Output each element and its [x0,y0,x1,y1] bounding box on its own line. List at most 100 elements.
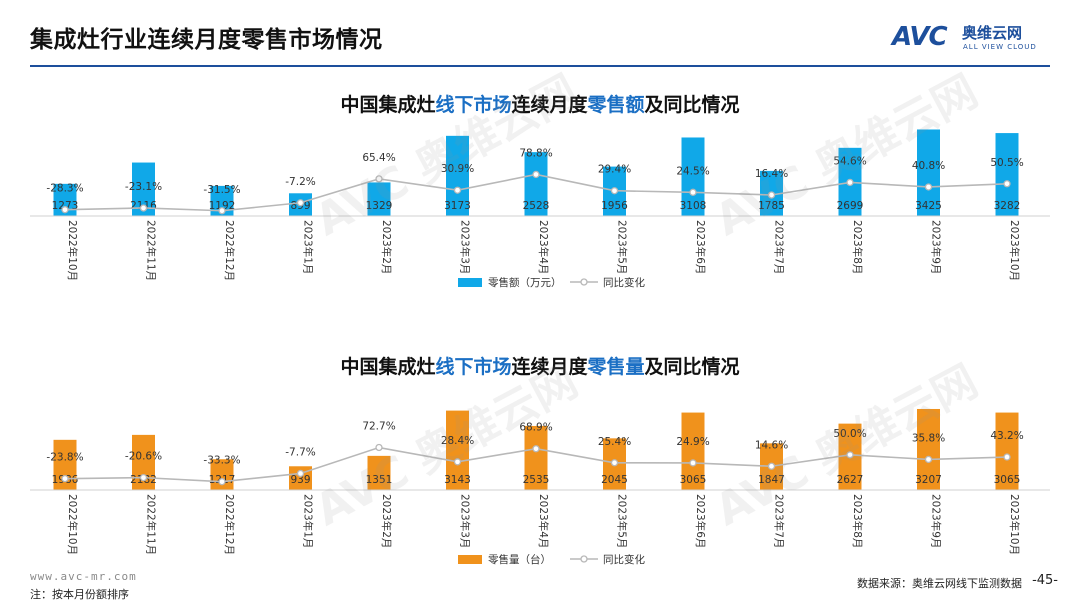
x-tick-label: 2023年1月 [302,220,315,274]
yoy-point [218,207,226,215]
yoy-label: -23.1% [125,181,162,193]
bar [446,135,469,216]
yoy-point [610,187,619,195]
chart2-title: 中国集成灶线下市场连续月度零售量及同比情况 [0,352,1080,379]
legend-swatch-bar [458,555,482,564]
yoy-point [61,206,69,214]
yoy-label: 72.7% [362,421,395,433]
bar [132,162,155,216]
bar [917,129,940,216]
yoy-point [375,443,383,452]
bar-value-label: 1956 [601,200,628,212]
x-tick-label: 2023年9月 [930,494,943,548]
legend-swatch-marker [580,278,588,286]
bar [917,408,940,490]
bar-value-label: 3425 [915,200,942,212]
x-tick-label: 2022年10月 [66,220,79,281]
bar-value-label: 1351 [366,474,393,486]
legend-label: 零售量（台） [488,553,551,566]
yoy-point [1003,180,1011,188]
bar-value-label: 1847 [758,474,785,486]
x-tick-label: 2023年4月 [537,220,550,274]
yoy-point [924,183,933,191]
yoy-label: -33.3% [203,455,240,467]
bar-value-label: 3065 [680,474,707,486]
yoy-label: 35.8% [912,432,945,444]
bar-value-label: 2528 [523,200,550,212]
bar [995,133,1019,216]
bar [53,439,77,490]
x-tick-label: 2023年10月 [1008,220,1021,281]
x-tick-label: 2022年10月 [66,494,79,555]
retail-value-chart: 1273211611928991329317325281956310817852… [30,129,1050,289]
x-tick-label: 2022年12月 [223,220,236,281]
bar-value-label: 1329 [366,200,393,212]
x-tick-label: 2023年9月 [930,220,943,274]
yoy-label: 16.4% [755,168,788,180]
yoy-point [296,199,305,207]
yoy-label: -7.7% [285,446,315,458]
legend-swatch-marker [580,555,588,563]
yoy-label: 30.9% [441,163,474,175]
chart1-title-part: 中国集成灶 [340,94,436,116]
yoy-point [61,474,69,483]
chart1-title-part: 及同比情况 [644,94,740,116]
x-tick-label: 2023年3月 [459,220,472,274]
yoy-point [453,458,462,466]
yoy-label: 24.5% [676,165,709,177]
x-tick-label: 2023年5月 [616,494,629,548]
bar-value-label: 3207 [915,474,942,486]
bar [995,412,1019,490]
bar [446,410,469,490]
x-tick-label: 2023年6月 [694,220,707,274]
bar [681,137,705,216]
x-tick-label: 2022年11月 [145,220,158,281]
bar [210,459,234,490]
chart1-title-part: 零售额 [587,94,645,116]
yoy-label: 43.2% [990,430,1023,442]
chart2-title-part: 及同比情况 [644,356,740,378]
yoy-point [375,175,383,183]
x-tick-label: 2023年4月 [537,494,550,548]
bar [210,185,234,216]
legend-label: 同比变化 [603,553,645,566]
bar [524,152,548,216]
yoy-point [846,451,854,459]
yoy-point [689,188,697,196]
x-tick-label: 2023年7月 [773,220,786,274]
yoy-label: -23.8% [46,452,83,464]
bar-value-label: 3282 [994,200,1021,212]
bar [681,412,705,490]
x-tick-label: 2023年2月 [380,220,393,274]
yoy-label: 54.6% [833,155,866,167]
bar [367,455,391,490]
x-tick-label: 2023年6月 [694,494,707,548]
yoy-label: 50.5% [990,157,1023,169]
bar-value-label: 2045 [601,474,628,486]
page-number: -45- [1032,573,1058,588]
logo-cn: 奥维云网 [962,24,1023,42]
yoy-label: 68.9% [519,422,552,434]
x-tick-label: 2023年5月 [616,220,629,274]
bar-value-label: 2699 [837,200,864,212]
yoy-point [296,469,305,478]
yoy-label: 40.8% [912,160,945,172]
bar-value-label: 2535 [523,474,550,486]
x-tick-label: 2023年2月 [380,494,393,548]
bar-value-label: 939 [290,474,310,486]
yoy-label: 28.4% [441,435,474,447]
yoy-point [610,459,619,467]
bar-value-label: 1785 [758,200,785,212]
yoy-label: -7.2% [285,176,315,188]
chart2-title-part: 中国集成灶 [340,356,436,378]
chart2-title-part: 连续月度 [511,356,588,378]
x-tick-label: 2023年1月 [302,494,315,548]
bar [53,183,77,216]
chart1-title-part: 连续月度 [511,94,588,116]
yoy-point [453,186,462,194]
yoy-label: -31.5% [203,184,240,196]
yoy-point [139,473,148,482]
yoy-label: 50.0% [833,428,866,440]
yoy-point [767,191,776,199]
yoy-point [139,204,148,212]
